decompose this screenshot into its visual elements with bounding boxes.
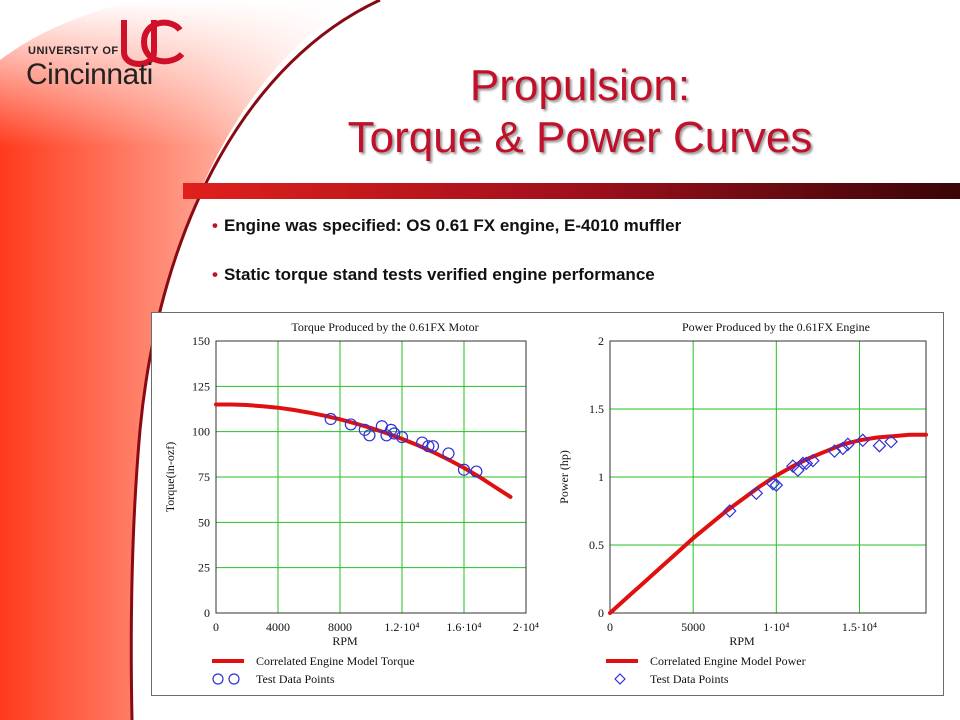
bullet-dot-icon: • [212,265,218,284]
logo-cincinnati: Cincinnati [26,58,153,91]
chart-1 [212,340,527,685]
y-tick-label: 25 [198,561,210,575]
x-tick-label: 1.2·10⁴ [384,620,419,634]
legend-label: Test Data Points [650,672,729,686]
test-data-point [388,427,401,440]
x-tick-label: 1.6·10⁴ [446,620,481,634]
y-tick-label: 50 [198,515,210,529]
y-axis-label: Power (hp) [557,450,571,504]
charts-svg: Torque Produced by the 0.61FX Motor 0 25 50… [163,320,928,686]
test-data-point [840,437,855,452]
x-tick-label: 0 [607,620,613,634]
test-data-point [827,444,842,459]
title-underline-bar [183,183,960,199]
test-data-point [457,463,471,476]
y-tick-label: 0.5 [589,538,604,552]
x-axis-label: RPM [332,634,358,648]
x-tick-label: 5000 [681,620,705,634]
test-data-point [395,431,409,444]
x-axis-label: RPM [729,634,755,648]
legend-marker [228,673,240,685]
legend-label: Correlated Engine Model Torque [256,654,415,668]
test-data-point [722,504,737,518]
test-data-point [769,478,784,493]
y-tick-label: 0 [204,606,210,620]
y-tick-label: 1.5 [589,402,604,416]
legend-marker [212,673,224,685]
y-tick-label: 100 [192,425,210,439]
logo-university-of: UNIVERSITY OF [28,45,119,57]
test-data-point [835,441,850,456]
x-tick-label: 8000 [328,620,352,634]
x-tick-label: 0 [213,620,219,634]
legend-marker [614,673,626,685]
test-data-point [422,440,435,453]
bullet-item: • Engine was specified: OS 0.61 FX engine… [212,216,932,236]
title-line-2: Torque & Power Curves [347,113,813,162]
test-data-point [442,447,455,460]
x-tick-label: 1.5·10⁴ [842,620,877,634]
charts-frame: Torque Produced by the 0.61FX Motor 0 25 50… [151,312,944,696]
test-data-point [855,433,870,448]
test-data-point [363,429,376,442]
test-data-point [766,476,780,491]
test-data-point [806,453,820,468]
title-line-1: Propulsion: [469,61,691,110]
university-logo: UNIVERSITY OF Cincinnati [18,14,188,94]
legend-label: Test Data Points [256,672,335,686]
bullet-dot-icon: • [212,216,218,235]
test-data-point [470,465,483,478]
chart-title: Torque Produced by the 0.61FX Motor [291,320,478,334]
test-data-point [426,440,440,453]
chart-2 [606,340,928,685]
y-axis-label: Torque(in-ozf) [163,442,177,512]
bullet-text: Static torque stand tests verified engin… [223,265,655,284]
bullet-list: • Engine was specified: OS 0.61 FX engine… [212,216,932,314]
test-data-point [324,412,337,426]
plot-border [215,340,527,614]
bullet-text: Engine was specified: OS 0.61 FX engine,… [223,216,682,235]
test-data-point [884,434,898,449]
swoosh-edge-line [129,0,381,720]
y-tick-label: 2 [598,334,604,348]
test-data-point [872,438,887,453]
legend-label: Correlated Engine Model Power [650,654,806,668]
bullet-item: • Static torque stand tests verified engi… [212,265,932,285]
y-tick-label: 1 [598,470,604,484]
test-data-point [749,486,764,501]
uc-monogram-icon [121,19,185,67]
model-curve [214,402,513,499]
x-tick-label: 1·10⁴ [763,620,789,634]
test-data-point [799,456,814,471]
y-tick-label: 150 [192,334,210,348]
test-data-point [385,423,398,436]
test-data-point [416,436,429,449]
x-tick-label: 4000 [266,620,290,634]
x-tick-label: 2·10⁴ [513,620,539,634]
slide-title: Propulsion: Torque & Power Curves [240,60,920,164]
chart-title: Power Produced by the 0.61FX Engine [682,320,870,334]
test-data-point [344,418,357,431]
y-tick-label: 125 [192,379,210,393]
model-curve [608,432,928,615]
y-tick-label: 0 [598,606,604,620]
y-tick-label: 75 [198,470,210,484]
plot-border [609,340,927,614]
